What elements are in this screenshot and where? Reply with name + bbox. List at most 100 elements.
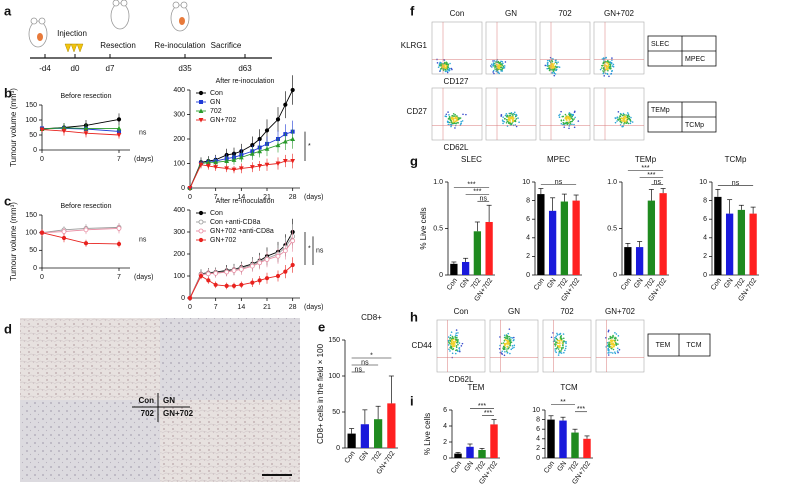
flow-event [607,330,610,333]
bar [547,419,555,458]
significance-label: *** [647,172,655,179]
micrograph-label: GN+702 [163,409,194,418]
flow-event [565,342,567,345]
flow-event [546,59,549,62]
marker [61,235,67,241]
x-tick-label: GN [463,460,475,473]
y-tick-label: 2 [443,439,447,446]
flow-event [614,339,616,342]
flow-event [606,59,609,62]
flow-event [503,342,506,345]
flow-event [506,114,508,117]
flow-event [449,346,451,349]
flow-event [455,336,457,339]
flow-column: GN [505,9,517,18]
marker [290,262,295,268]
flow-event [610,347,613,350]
flow-event [513,346,515,349]
bar [572,200,580,275]
x-axis-label: (days) [304,194,323,201]
chart-title: MPEC [547,155,570,164]
flow-event [461,120,464,122]
annotation: * [308,245,311,252]
flow-event [614,121,617,124]
flow-event [554,350,557,352]
flow-event [561,115,564,118]
flow-y-axis: CD44 [412,341,433,350]
marker [264,128,270,133]
marker [116,241,122,247]
flow-event [506,352,509,354]
flow-event [506,339,509,342]
significance-label: ns [732,180,740,187]
marker [231,283,237,288]
flow-event [566,116,569,119]
flow-event [502,116,504,118]
flow-event [498,62,501,65]
flow-event [557,342,560,345]
flow-event [608,66,611,69]
flow-event [561,342,564,344]
flow-event [604,60,607,63]
marker [224,158,230,164]
flow-event [454,340,456,343]
flow-event [611,336,613,339]
marker [257,163,263,169]
flow-event [601,64,603,67]
flow-event [492,64,495,66]
flow-event [611,346,614,349]
x-tick-label: 0 [188,304,192,311]
flow-event [509,340,511,342]
flow-event [609,61,612,63]
panel-label: f [410,3,415,18]
flow-event [562,346,564,349]
y-tick-label: 4 [526,235,530,242]
x-tick-label: Con [446,277,459,292]
micrograph [20,400,160,482]
x-tick-label: 14 [237,304,245,311]
bar [374,419,383,448]
flow-event [606,61,608,64]
flow-event [502,62,504,65]
flow-event [515,114,518,116]
flow-event [607,64,610,67]
x-tick-label: Con [344,450,357,465]
marker [224,283,229,288]
marker [264,257,270,262]
flow-event [610,339,613,341]
flow-event [437,66,440,68]
flow-event [505,112,508,115]
flow-event [613,339,615,342]
flow-event [607,343,610,345]
flow-event [615,344,618,346]
x-tick-label: 0 [40,156,44,163]
flow-plot [593,21,645,75]
tumour [37,33,43,41]
y-tick-label: 50 [332,409,340,416]
bar [559,420,567,458]
flow-event [498,347,501,350]
flow-event [617,111,620,113]
flow-event [605,68,607,71]
flow-event [512,339,515,342]
flow-event [609,68,611,70]
flow-event [573,126,576,129]
gate-label: MPEC [685,56,705,63]
flow-event [554,336,556,339]
flow-event [607,329,610,332]
flow-event [605,337,607,339]
flow-event [448,342,450,344]
flow-event [506,337,509,340]
flow-event [457,339,459,341]
flow-event [458,350,461,353]
panel-label: e [318,319,325,334]
flow-event [568,112,571,114]
marker [231,268,237,273]
bar [387,403,396,448]
flow-event [560,352,563,354]
flow-event [492,60,494,62]
flow-event [504,61,507,63]
flow-event [449,345,452,347]
flow-event [571,123,573,126]
